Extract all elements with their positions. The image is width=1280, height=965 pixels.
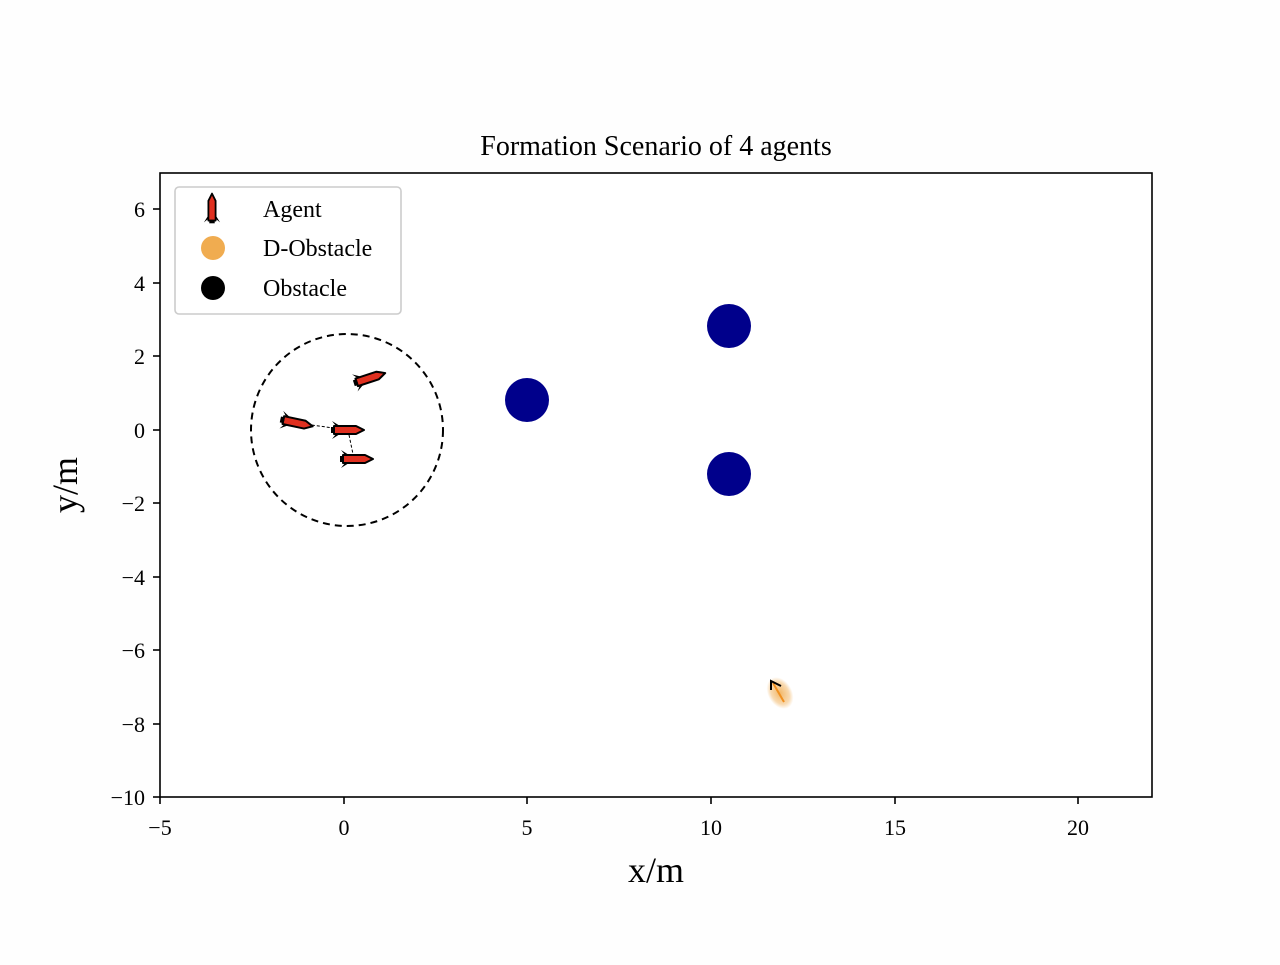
legend-label-d-obstacle: D-Obstacle bbox=[263, 236, 372, 262]
y-tick-label: −8 bbox=[122, 712, 145, 737]
formation-circle bbox=[250, 333, 444, 527]
y-tick-label: −2 bbox=[122, 491, 145, 516]
y-tick-label: 6 bbox=[134, 197, 145, 222]
x-tick-label: 10 bbox=[700, 815, 722, 840]
y-tick-label: 4 bbox=[134, 271, 145, 296]
y-tick-label: 2 bbox=[134, 344, 145, 369]
legend-label-agent: Agent bbox=[263, 197, 322, 223]
x-tick-label: 20 bbox=[1067, 815, 1089, 840]
y-tick-label: −10 bbox=[111, 785, 145, 810]
y-tick-label: −4 bbox=[122, 565, 145, 590]
x-tick-label: −5 bbox=[148, 815, 171, 840]
obstacle-3 bbox=[707, 452, 751, 496]
y-axis bbox=[153, 208, 160, 798]
dynamic-obstacle bbox=[766, 677, 794, 709]
x-tick-label: 0 bbox=[339, 815, 350, 840]
chart-title: Formation Scenario of 4 agents bbox=[480, 131, 831, 162]
y-axis-label: y/m bbox=[45, 457, 85, 513]
obstacle-2 bbox=[707, 304, 751, 348]
legend: Agent D-Obstacle Obstacle bbox=[174, 186, 402, 315]
y-tick-label: −6 bbox=[122, 638, 145, 663]
x-tick-label: 5 bbox=[522, 815, 533, 840]
obstacle-1 bbox=[505, 378, 549, 422]
obstacle-legend-icon bbox=[201, 276, 225, 300]
d-obstacle-legend-icon bbox=[201, 236, 225, 260]
x-tick-label: 15 bbox=[884, 815, 906, 840]
x-axis-label: x/m bbox=[628, 850, 684, 890]
y-tick-label: 0 bbox=[134, 418, 145, 443]
legend-label-obstacle: Obstacle bbox=[263, 276, 347, 302]
x-axis bbox=[159, 797, 1079, 804]
